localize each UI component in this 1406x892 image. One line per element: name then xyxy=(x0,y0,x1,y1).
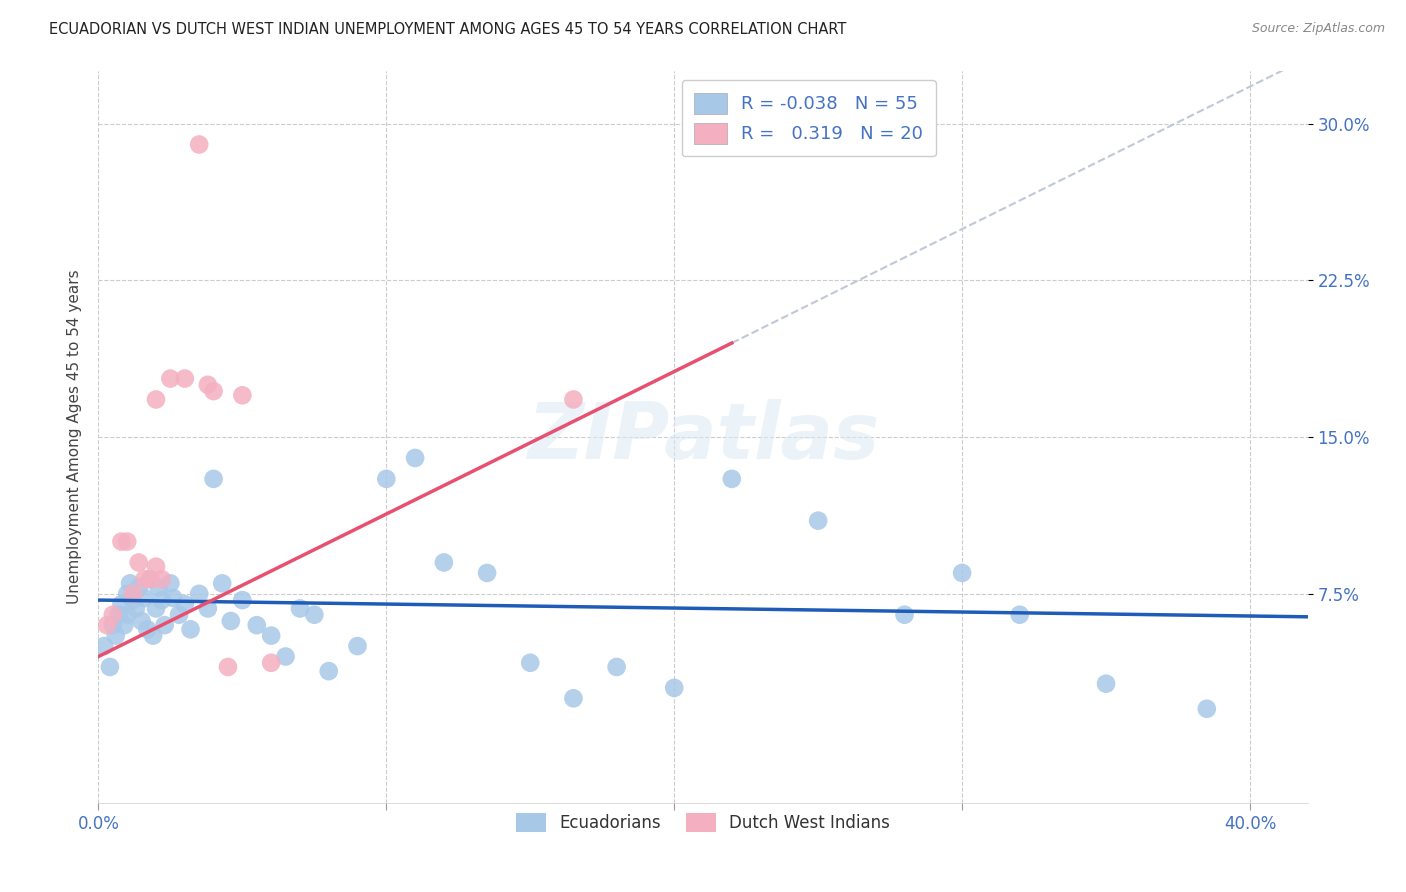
Point xyxy=(375,472,398,486)
Point xyxy=(159,371,181,385)
Point xyxy=(110,534,132,549)
Point xyxy=(433,556,456,570)
Point xyxy=(134,591,156,605)
Point xyxy=(197,377,219,392)
Point xyxy=(318,664,340,678)
Point xyxy=(145,392,167,407)
Point xyxy=(202,472,225,486)
Point xyxy=(93,639,115,653)
Point xyxy=(180,623,202,637)
Point xyxy=(231,593,253,607)
Point xyxy=(98,660,121,674)
Point xyxy=(128,581,150,595)
Point xyxy=(231,388,253,402)
Point xyxy=(101,618,124,632)
Point xyxy=(807,514,830,528)
Point xyxy=(1195,702,1218,716)
Point xyxy=(134,572,156,586)
Point xyxy=(950,566,973,580)
Point xyxy=(112,618,135,632)
Point xyxy=(1095,676,1118,690)
Point xyxy=(519,656,541,670)
Point xyxy=(131,614,153,628)
Text: Source: ZipAtlas.com: Source: ZipAtlas.com xyxy=(1251,22,1385,36)
Point xyxy=(150,572,173,586)
Point xyxy=(150,593,173,607)
Point xyxy=(288,601,311,615)
Point xyxy=(720,472,742,486)
Point xyxy=(246,618,269,632)
Point xyxy=(1008,607,1031,622)
Point xyxy=(188,137,211,152)
Point xyxy=(217,660,239,674)
Point xyxy=(122,593,145,607)
Point xyxy=(142,629,165,643)
Point xyxy=(173,371,195,385)
Text: ECUADORIAN VS DUTCH WEST INDIAN UNEMPLOYMENT AMONG AGES 45 TO 54 YEARS CORRELATI: ECUADORIAN VS DUTCH WEST INDIAN UNEMPLOY… xyxy=(49,22,846,37)
Point xyxy=(346,639,368,653)
Text: ZIPatlas: ZIPatlas xyxy=(527,399,879,475)
Legend: Ecuadorians, Dutch West Indians: Ecuadorians, Dutch West Indians xyxy=(506,803,900,842)
Point xyxy=(104,629,127,643)
Point xyxy=(128,556,150,570)
Point xyxy=(202,384,225,398)
Point xyxy=(148,581,170,595)
Point xyxy=(115,607,138,622)
Point xyxy=(304,607,326,622)
Point xyxy=(139,572,162,586)
Point xyxy=(211,576,233,591)
Point xyxy=(110,597,132,611)
Point xyxy=(219,614,242,628)
Point xyxy=(153,618,176,632)
Point xyxy=(107,607,129,622)
Point xyxy=(188,587,211,601)
Point xyxy=(120,576,142,591)
Point xyxy=(173,597,195,611)
Point xyxy=(664,681,686,695)
Point xyxy=(274,649,297,664)
Point xyxy=(260,656,283,670)
Point xyxy=(159,576,181,591)
Point xyxy=(125,601,148,615)
Point xyxy=(167,607,190,622)
Point xyxy=(115,534,138,549)
Point xyxy=(115,587,138,601)
Point xyxy=(475,566,498,580)
Point xyxy=(197,601,219,615)
Point xyxy=(145,559,167,574)
Point xyxy=(139,572,162,586)
Point xyxy=(162,591,184,605)
Point xyxy=(404,450,426,465)
Point xyxy=(562,392,585,407)
Y-axis label: Unemployment Among Ages 45 to 54 years: Unemployment Among Ages 45 to 54 years xyxy=(66,269,82,605)
Point xyxy=(101,607,124,622)
Point xyxy=(606,660,628,674)
Point xyxy=(562,691,585,706)
Point xyxy=(260,629,283,643)
Point xyxy=(136,623,159,637)
Point xyxy=(893,607,915,622)
Point xyxy=(145,601,167,615)
Point xyxy=(122,587,145,601)
Point xyxy=(96,618,118,632)
